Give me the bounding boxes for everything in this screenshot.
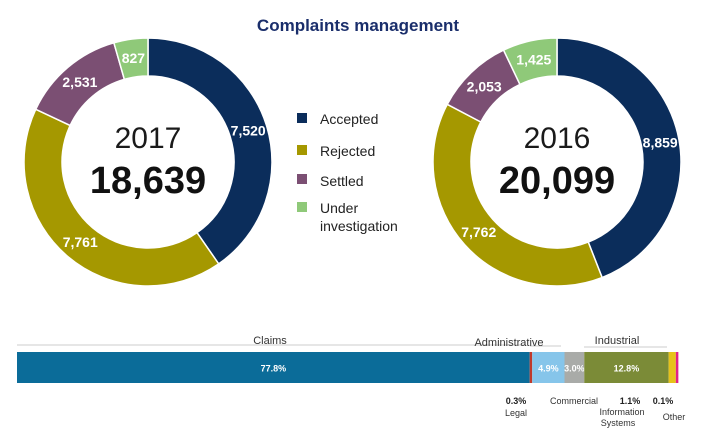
donut-2016-label-rejected: 7,762 xyxy=(461,224,496,240)
donut-2017-total: 18,639 xyxy=(90,160,206,202)
donut-2017-slices: 7,520 7,761 2,531 827 xyxy=(23,37,273,287)
donut-2017-year: 2017 xyxy=(115,122,182,155)
chart-title: Complaints management xyxy=(257,16,459,35)
bar-label-administrative: 4.9% xyxy=(538,364,559,374)
donut-2017-label-rejected: 7,761 xyxy=(63,234,98,250)
donut-2016-slice-rejected xyxy=(432,103,604,287)
legend-label-under-investigation: Under investigation xyxy=(320,200,398,234)
commercial-name-label: Commercial xyxy=(550,396,598,406)
legend-label-accepted: Accepted xyxy=(320,111,378,127)
legend-item-settled: Settled xyxy=(297,173,364,189)
bar-group-labels: Claims Administrative Industrial xyxy=(17,335,667,349)
legend-label-settled: Settled xyxy=(320,173,364,189)
legend-swatch-under-investigation xyxy=(297,202,307,212)
donut-2016-slices: 8,859 7,762 2,053 1,425 xyxy=(432,37,682,287)
donut-2017-slice-accepted xyxy=(147,37,273,265)
bar-segment-administrative xyxy=(532,352,565,383)
bar-segment-claims xyxy=(17,352,530,383)
legend-label-rejected: Rejected xyxy=(320,143,375,159)
bar-segment-information-systems xyxy=(668,352,676,383)
donut-2017-label-under-investigation: 827 xyxy=(122,50,146,66)
donut-chart-2016: 8,859 7,762 2,053 1,425 2016 20,099 xyxy=(432,37,682,287)
legend-swatch-settled xyxy=(297,174,307,184)
donut-2017-slice-under-investigation xyxy=(112,37,149,81)
bar-segment-commercial xyxy=(564,352,585,383)
info-sys-name-line2: Systems xyxy=(601,418,636,428)
stacked-bar-chart: 77.8% 4.9% 3.0% 12.8% xyxy=(17,352,679,383)
legend-item-accepted: Accepted xyxy=(297,111,378,127)
donut-2016-label-under-investigation: 1,425 xyxy=(516,52,551,68)
donut-2017-slice-rejected xyxy=(23,108,220,287)
legend: Accepted Rejected Settled Under investiga… xyxy=(297,111,398,234)
donut-2017-label-settled: 2,531 xyxy=(62,74,97,90)
legend-swatch-rejected xyxy=(297,145,307,155)
donut-2016-label-accepted: 8,859 xyxy=(643,135,678,151)
bar-segment-industrial xyxy=(584,352,669,383)
donut-2016-label-settled: 2,053 xyxy=(467,78,502,94)
group-label-industrial: Industrial xyxy=(595,335,640,347)
legend-item-rejected: Rejected xyxy=(297,143,375,159)
donut-2016-slice-under-investigation xyxy=(502,37,558,86)
bar-below-labels: 0.3% Legal Commercial 1.1% Information S… xyxy=(505,396,685,428)
info-sys-percent-label: 1.1% xyxy=(620,396,641,406)
bar-label-claims: 77.8% xyxy=(261,364,287,374)
legend-swatch-accepted xyxy=(297,113,307,123)
group-label-administrative: Administrative xyxy=(474,337,543,349)
bar-label-industrial: 12.8% xyxy=(614,364,640,374)
bar-label-commercial: 3.0% xyxy=(564,364,585,374)
donut-2016-total: 20,099 xyxy=(499,160,615,202)
bar-segment-other xyxy=(675,352,679,383)
bar-segment-legal xyxy=(529,352,533,383)
legend-item-under-investigation: Under investigation xyxy=(297,200,398,234)
donut-2016-slice-accepted xyxy=(556,37,682,279)
donut-2017-label-accepted: 7,520 xyxy=(231,123,266,139)
other-percent-label: 0.1% xyxy=(653,396,674,406)
donut-2016-year: 2016 xyxy=(524,122,591,155)
group-label-claims: Claims xyxy=(253,335,287,347)
legal-name-label: Legal xyxy=(505,408,527,418)
other-name-label: Other xyxy=(663,412,686,422)
info-sys-name-line1: Information xyxy=(599,407,644,417)
donut-chart-2017: 7,520 7,761 2,531 827 2017 18,639 xyxy=(23,37,273,287)
legal-percent-label: 0.3% xyxy=(506,396,527,406)
